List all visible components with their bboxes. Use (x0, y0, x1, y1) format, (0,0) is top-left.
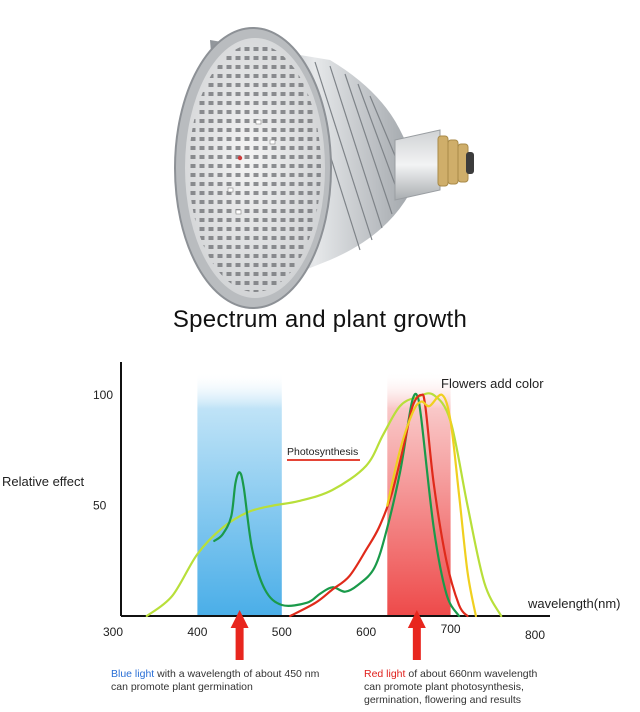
x-tick-label: 800 (525, 628, 545, 642)
x-tick-label: 700 (441, 622, 461, 636)
blue-light-highlight: Blue light (111, 668, 155, 680)
blue-light-text-1: with a wavelength of about 450 nm (154, 668, 320, 680)
y-axis-label: Relative effect (2, 474, 85, 489)
red-light-text-3: germination, flowering and results (364, 694, 521, 706)
series-line-green (213, 392, 461, 618)
blue-light-note: Blue light with a wavelength of about 45… (111, 668, 319, 694)
blue-light-text-2: can promote plant germination (111, 681, 253, 693)
series-line-green-yellow (145, 392, 503, 618)
red-light-text-2: can promote plant photosynthesis, (364, 681, 524, 693)
red-light-highlight: Red light (364, 668, 406, 680)
annotation-flowers: Flowers add color (441, 376, 544, 391)
band-blue (197, 372, 282, 616)
y-tick-label: 100 (93, 388, 113, 402)
x-tick-label: 400 (187, 625, 207, 639)
series-line-yellow (386, 393, 477, 618)
x-axis-label: wavelength(nm) (527, 596, 621, 611)
arrow-blue-light (230, 610, 249, 660)
annotation-photosynthesis: Photosynthesis (287, 446, 358, 458)
spectrum-chart: 50 100 300 400 500 600 700 800 Relative effect… (2, 362, 621, 660)
x-tick-label: 600 (356, 625, 376, 639)
red-light-text-1: of about 660nm wavelength (405, 668, 538, 680)
red-light-note: Red light of about 660nm wavelength can … (364, 668, 537, 707)
arrow-red-light (407, 610, 426, 660)
x-tick-label: 500 (272, 625, 292, 639)
band-red (387, 372, 451, 616)
x-tick-label: 300 (103, 625, 123, 639)
y-tick-label: 50 (93, 499, 107, 513)
page-title: Spectrum and plant growth (172, 306, 468, 333)
series-line-red (289, 393, 469, 618)
grow-light-bulb-image (174, 27, 474, 309)
